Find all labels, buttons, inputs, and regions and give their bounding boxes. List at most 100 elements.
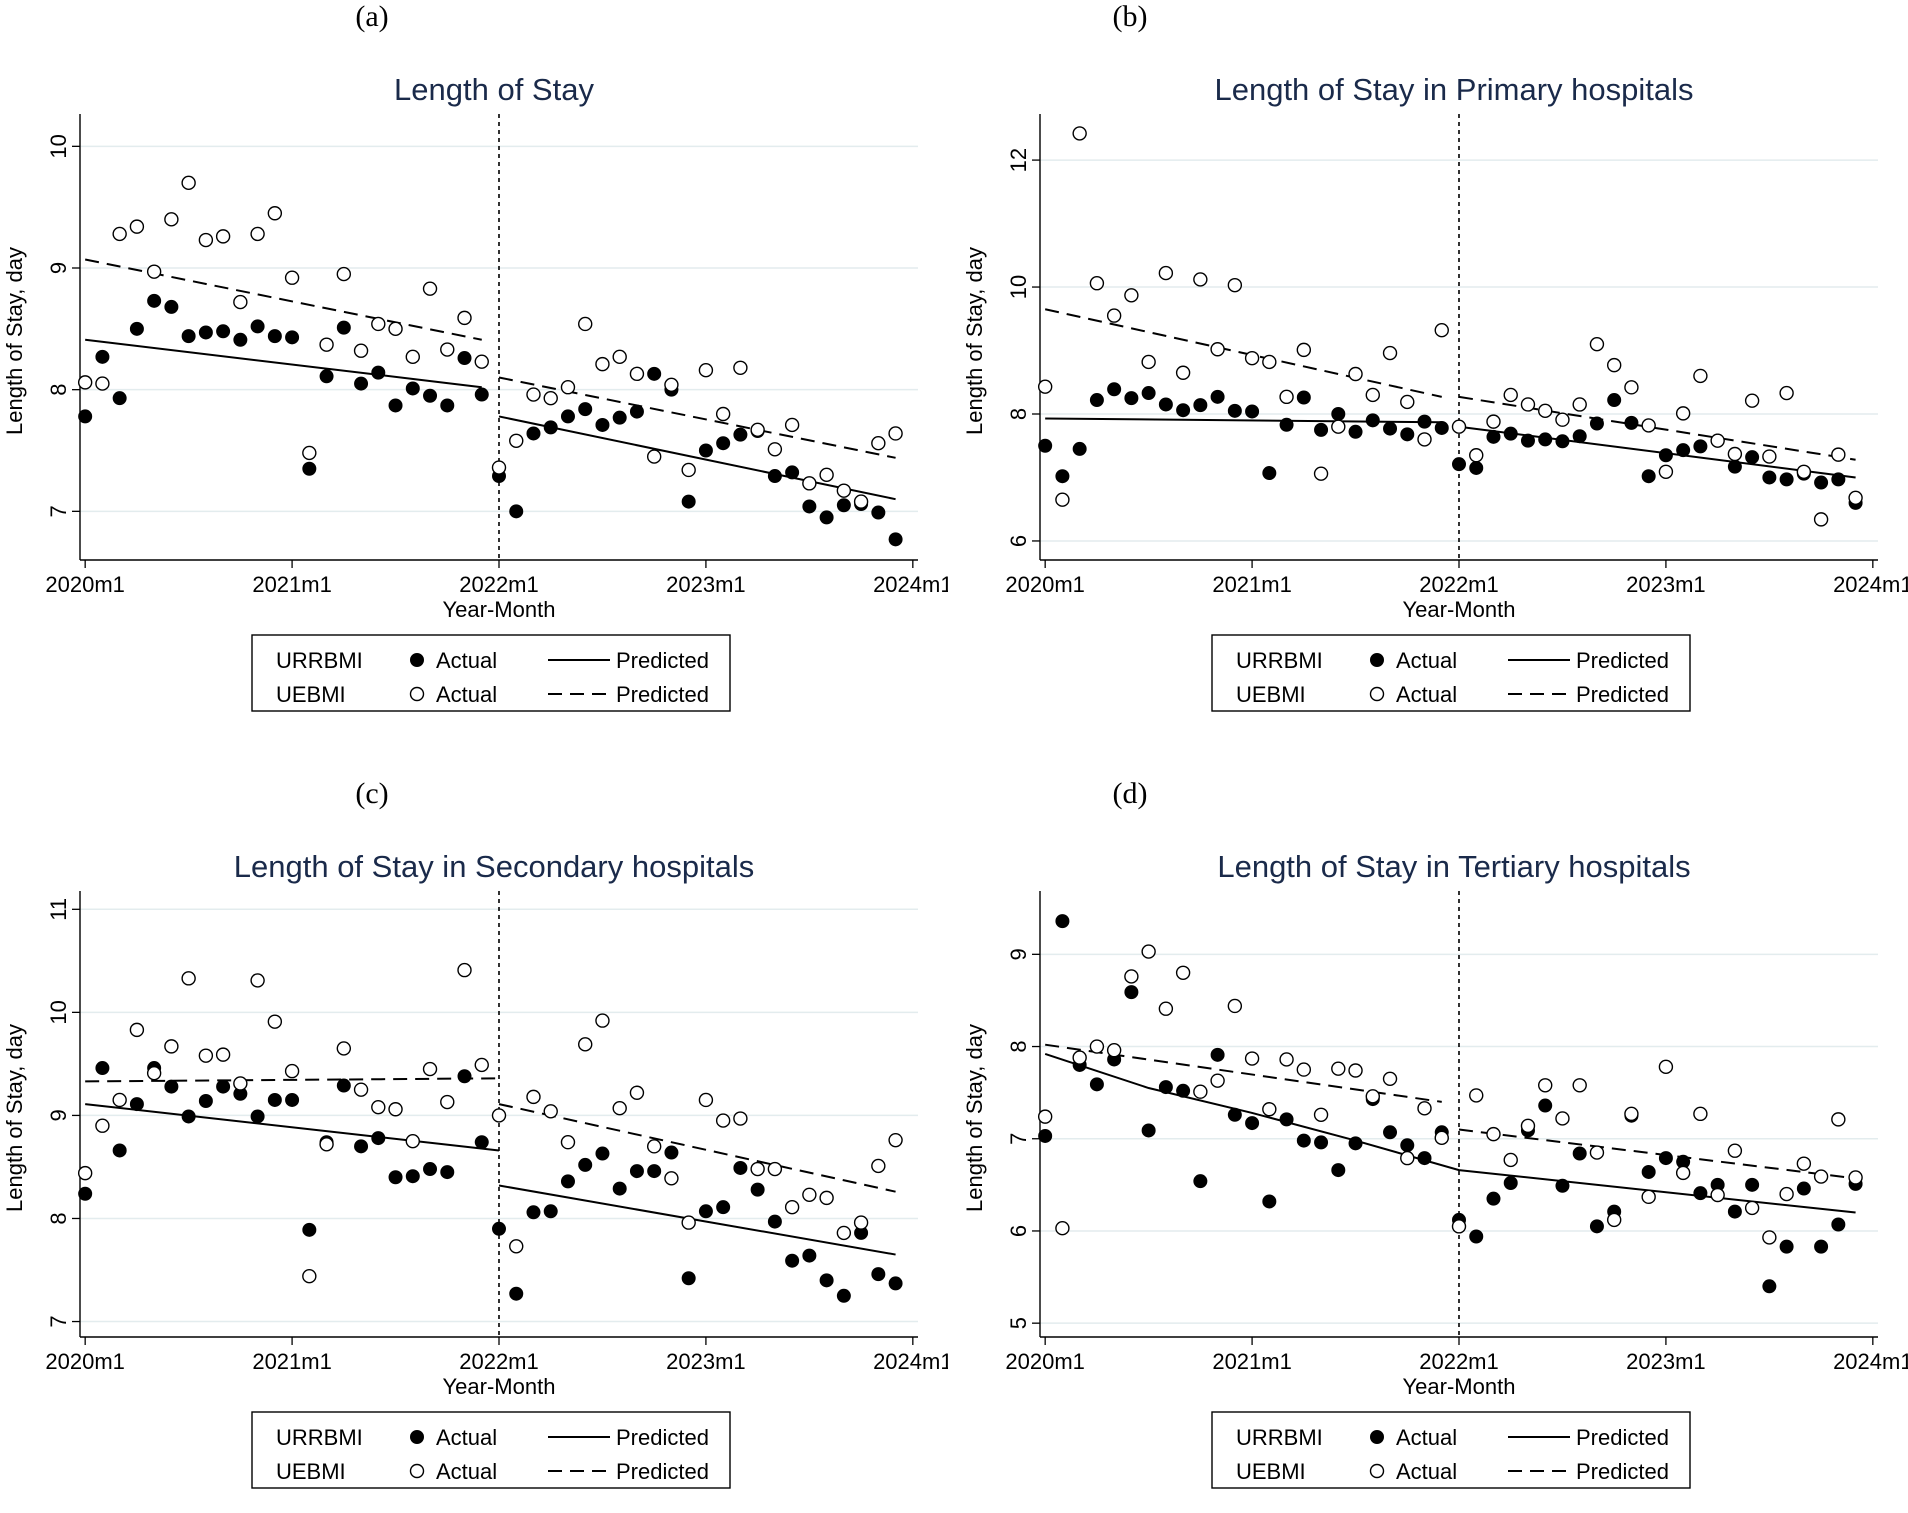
- chart-b-uebmi-actual-point: [1848, 490, 1863, 505]
- chart-c-urrbmi-actual-point: [595, 1146, 610, 1161]
- chart-a-uebmi-actual-point: [353, 343, 369, 358]
- chart-c-xtick-label: 2021m1: [252, 1349, 332, 1374]
- chart-b-legend-predicted-label: Predicted: [1576, 648, 1669, 673]
- chart-d-urrbmi-actual-point: [1400, 1138, 1415, 1153]
- chart-d-urrbmi-actual-point: [1831, 1217, 1846, 1232]
- chart-a-uebmi-actual-point: [612, 349, 627, 365]
- chart-a-uebmi-actual-point: [560, 380, 576, 395]
- chart-c-uebmi-actual-point: [560, 1135, 576, 1150]
- chart-a-urrbmi-actual-point: [302, 461, 317, 476]
- chart-c-urrbmi-actual-point: [388, 1170, 403, 1185]
- chart-a-uebmi-actual-point: [95, 376, 110, 391]
- chart-c-urrbmi-actual-point: [509, 1286, 524, 1301]
- chart-b-urrbmi-actual-point: [1417, 414, 1432, 429]
- chart-d-uebmi-actual-point: [1727, 1143, 1743, 1158]
- chart-b-uebmi-actual-point: [1606, 357, 1622, 373]
- chart-b-urrbmi-actual-point: [1727, 459, 1742, 474]
- chart-d-uebmi-actual-point: [1417, 1101, 1432, 1116]
- chart-b-urrbmi-actual-point: [1607, 393, 1622, 408]
- chart-d-uebmi-actual-point: [1331, 1061, 1346, 1076]
- chart-b-urrbmi-actual-point: [1572, 429, 1587, 444]
- chart-c-xtick-label: 2024m1: [873, 1349, 948, 1374]
- chart-a-uebmi-actual-point: [595, 356, 610, 372]
- chart-d-urrbmi-actual-point: [1193, 1174, 1208, 1189]
- chart-c-uebmi-actual-point: [284, 1063, 300, 1079]
- chart-b-uebmi-actual-point: [1382, 345, 1398, 361]
- chart-b-uebmi-actual-point: [1520, 397, 1536, 412]
- chart-c-ytick-label: 8: [46, 1212, 71, 1224]
- chart-b-urrbmi-actual-point: [1538, 432, 1553, 447]
- chart-b-urrbmi-actual-point: [1348, 424, 1363, 439]
- chart-b-urrbmi-actual-point: [1693, 439, 1708, 454]
- chart-c-urrbmi-actual-point: [716, 1200, 731, 1215]
- chart-a-ytick-label: 7: [46, 505, 71, 517]
- chart-c-urrbmi-actual-point: [78, 1186, 93, 1201]
- chart-d-uebmi-actual-point: [1675, 1165, 1691, 1181]
- chart-c-urrbmi-actual-point: [492, 1221, 506, 1236]
- chart-d-uebmi-actual-point: [1175, 965, 1191, 980]
- chart-a-uebmi-actual-point: [302, 445, 317, 461]
- chart-b-ytick-label: 10: [1006, 275, 1031, 299]
- chart-d-legend-marker: [1369, 1463, 1385, 1479]
- chart-d-xtick-label: 2021m1: [1212, 1349, 1292, 1374]
- chart-b-urrbmi-actual-point: [1279, 417, 1294, 432]
- chart-b-uebmi-actual-point: [1658, 464, 1674, 479]
- chart-c-urrbmi-actual-point: [819, 1273, 834, 1288]
- chart-a-urrbmi-actual-point: [819, 510, 834, 525]
- chart-d-uebmi-actual-point: [1606, 1212, 1622, 1228]
- chart-d-legend-predicted-label: Predicted: [1576, 1459, 1669, 1484]
- chart-a-uebmi-actual-point: [629, 366, 645, 382]
- chart-d-legend-group-label: UEBMI: [1236, 1459, 1306, 1484]
- chart-d-uebmi-predicted-line: [1458, 1128, 1856, 1180]
- chart-c-uebmi-actual-point: [733, 1111, 748, 1126]
- chart-b-urrbmi-actual-point: [1400, 427, 1415, 442]
- chart-c-urrbmi-actual-point: [526, 1205, 541, 1220]
- chart-a-uebmi-actual-point: [284, 270, 300, 285]
- chart-c-uebmi-actual-point: [353, 1082, 369, 1097]
- chart-c-xlabel: Year-Month: [443, 1374, 556, 1399]
- chart-d-legend-actual-label: Actual: [1396, 1425, 1457, 1450]
- chart-d-ylabel: Length of Stay, day: [962, 1024, 987, 1212]
- chart-c-uebmi-actual-point: [664, 1171, 679, 1186]
- chart-c-xtick-label: 2022m1: [459, 1349, 539, 1374]
- chart-a-urrbmi-actual-point: [440, 398, 455, 413]
- chart-a-urrbmi-actual-point: [181, 329, 196, 344]
- chart-b-urrbmi-actual-point: [1676, 443, 1691, 458]
- chart-d-uebmi-actual-point: [1141, 944, 1156, 959]
- chart-b-urrbmi-actual-point: [1486, 429, 1501, 444]
- chart-a-uebmi-actual-point: [767, 442, 783, 457]
- chart-d-uebmi-actual-point: [1210, 1073, 1225, 1088]
- chart-b-urrbmi-actual-point: [1038, 438, 1053, 453]
- chart-a-uebmi-actual-point: [509, 433, 524, 448]
- chart-c-urrbmi-actual-point: [371, 1131, 386, 1146]
- chart-c-urrbmi-actual-point: [164, 1079, 179, 1094]
- chart-c-uebmi-actual-point: [491, 1108, 507, 1123]
- chart-a-uebmi-actual-point: [871, 436, 886, 451]
- chart-c-legend-actual-label: Actual: [436, 1459, 497, 1484]
- chart-b-urrbmi-actual-point: [1520, 433, 1535, 448]
- chart-a-urrbmi-actual-point: [198, 325, 213, 340]
- chart-b-urrbmi-actual-point: [1365, 413, 1380, 428]
- chart-b-xlabel: Year-Month: [1403, 597, 1516, 622]
- chart-b-uebmi-actual-point: [1400, 394, 1415, 410]
- chart-d-ytick-label: 8: [1006, 1040, 1031, 1052]
- chart-a-ylabel: Length of Stay, day: [2, 247, 27, 435]
- chart-b-urrbmi-actual-point: [1296, 390, 1311, 405]
- chart-b-xtick-label: 2021m1: [1212, 572, 1292, 597]
- chart-c-legend-predicted-label: Predicted: [616, 1459, 709, 1484]
- chart-d-legend-predicted-label: Predicted: [1576, 1425, 1669, 1450]
- chart-b-urrbmi-actual-point: [1245, 404, 1260, 419]
- chart-d-urrbmi-actual-point: [1486, 1191, 1501, 1206]
- chart-a-xtick-label: 2022m1: [459, 572, 539, 597]
- chart-b-urrbmi-actual-point: [1624, 415, 1639, 430]
- chart-a-xtick-label: 2024m1: [873, 572, 948, 597]
- chart-a-urrbmi-actual-point: [836, 498, 851, 513]
- chart-d-uebmi-actual-point: [1503, 1152, 1518, 1168]
- chart-b-xtick-label: 2023m1: [1626, 572, 1706, 597]
- chart-c-urrbmi-actual-point: [405, 1169, 420, 1184]
- chart-a-uebmi-actual-point: [646, 449, 662, 464]
- chart-a-uebmi-actual-point: [181, 175, 196, 191]
- chart-d-legend-box: [1211, 1411, 1691, 1489]
- chart-a-uebmi-actual-point: [233, 294, 248, 310]
- chart-c-uebmi-actual-point: [784, 1199, 800, 1215]
